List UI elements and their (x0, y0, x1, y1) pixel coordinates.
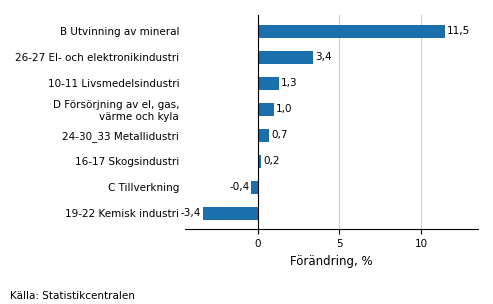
Text: 11,5: 11,5 (447, 26, 470, 36)
Bar (258, 129, 269, 142)
Bar (258, 103, 274, 116)
Text: 1,0: 1,0 (276, 104, 292, 114)
Text: Källa: Statistikcentralen: Källa: Statistikcentralen (10, 291, 135, 301)
Bar (203, 207, 258, 220)
X-axis label: Förändring, %: Förändring, % (290, 255, 373, 268)
Bar (258, 155, 261, 168)
Text: 3,4: 3,4 (315, 52, 332, 62)
Text: -3,4: -3,4 (180, 208, 201, 218)
Bar (258, 51, 314, 64)
Text: 1,3: 1,3 (281, 78, 297, 88)
Text: 0,2: 0,2 (263, 156, 280, 166)
Text: 0,7: 0,7 (271, 130, 287, 140)
Bar (251, 181, 258, 194)
Text: -0,4: -0,4 (230, 182, 250, 192)
Bar (258, 77, 279, 90)
Bar (258, 25, 445, 38)
